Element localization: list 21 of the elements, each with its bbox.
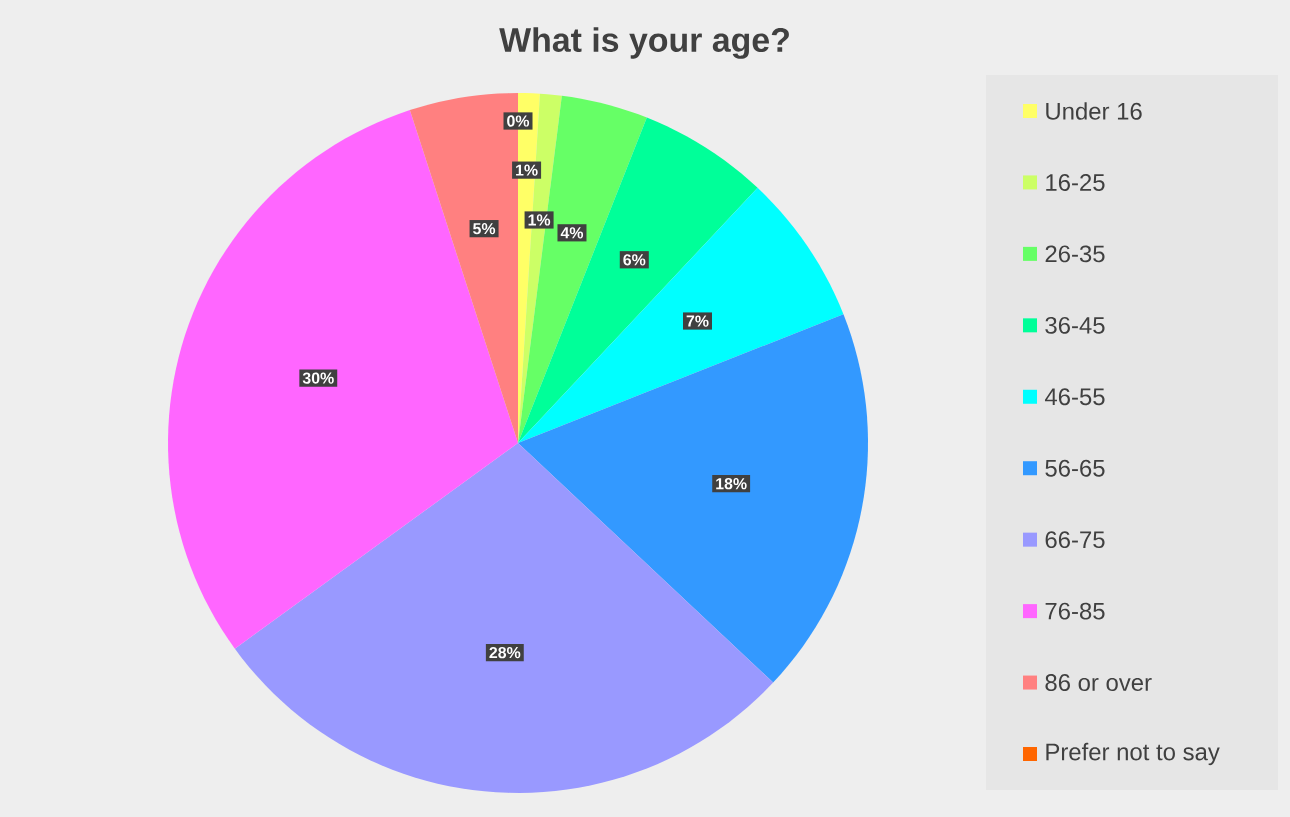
data-label: 7%: [686, 315, 709, 327]
data-label: 18%: [716, 478, 747, 490]
legend-label: 16-25: [1046, 173, 1105, 191]
legend-label: 56-65: [1045, 459, 1105, 477]
legend-label: 36-45: [1045, 316, 1105, 334]
chart-title: What is your age?: [499, 27, 789, 59]
data-label: 1%: [516, 164, 538, 176]
data-label: 1%: [528, 214, 551, 226]
data-label: 30%: [302, 372, 334, 384]
legend-label: Prefer not to say: [1046, 742, 1220, 766]
legend-label: 26-35: [1045, 245, 1105, 263]
data-label: 28%: [489, 646, 521, 659]
data-label: 4%: [560, 227, 584, 239]
text: 0%: [507, 115, 530, 127]
legend-label: 46-55: [1044, 388, 1105, 406]
legend-label: Under 16: [1046, 102, 1142, 120]
legend-label: 66-75: [1045, 531, 1105, 549]
data-label: 6%: [623, 254, 646, 266]
data-label: 5%: [473, 223, 496, 235]
legend-label: 86 or over: [1045, 674, 1152, 692]
legend-label: 76-85: [1045, 602, 1105, 620]
